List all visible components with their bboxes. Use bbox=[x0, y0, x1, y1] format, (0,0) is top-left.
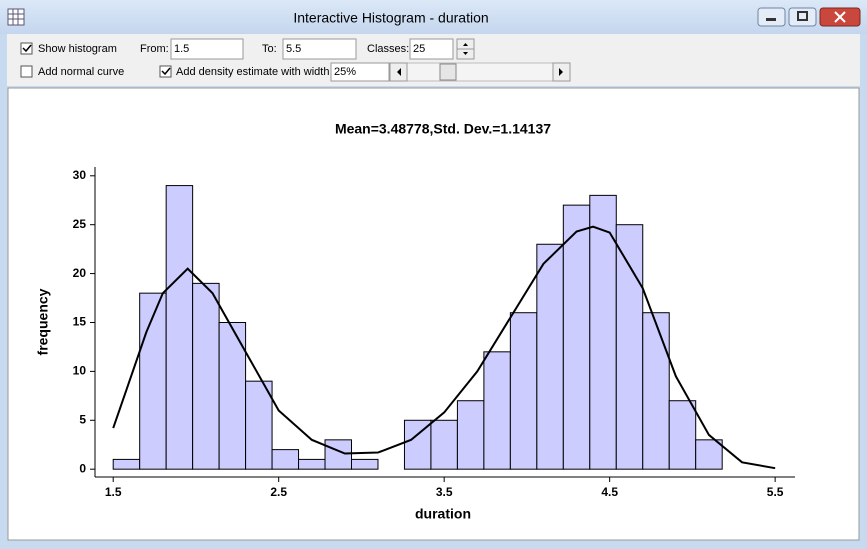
y-tick-label: 30 bbox=[73, 168, 87, 182]
input-value: 25% bbox=[334, 66, 356, 78]
app-icon-grid bbox=[8, 9, 24, 25]
bar bbox=[509, 312, 538, 470]
plot-panel bbox=[7, 87, 860, 541]
bar bbox=[483, 351, 511, 470]
label: From: bbox=[140, 43, 169, 55]
y-tick-label: 15 bbox=[73, 315, 87, 329]
maximize-button[interactable] bbox=[788, 7, 817, 27]
maximize-icon bbox=[797, 11, 808, 21]
bar bbox=[139, 292, 167, 470]
y-tick-label: 10 bbox=[73, 364, 87, 378]
checkbox[interactable] bbox=[20, 42, 33, 55]
chart: Mean=3.48778,Std. Dev.=1.14137 duration … bbox=[35, 121, 795, 522]
y-tick-label: 25 bbox=[73, 217, 87, 231]
controls: Show histogram From: 1.5 To: 5.5 Classes… bbox=[20, 38, 571, 82]
density-curve bbox=[112, 225, 776, 470]
checkmark bbox=[22, 44, 32, 53]
x-tick-label: 3.5 bbox=[436, 485, 453, 499]
checkbox[interactable] bbox=[159, 65, 172, 78]
input[interactable] bbox=[170, 38, 244, 60]
app-icon bbox=[7, 8, 25, 26]
label: Show histogram bbox=[38, 43, 117, 55]
label: Classes: bbox=[367, 43, 409, 55]
input[interactable] bbox=[409, 38, 454, 60]
input-value: 25 bbox=[413, 43, 425, 55]
bar bbox=[456, 400, 485, 470]
checkmark bbox=[161, 67, 171, 76]
bar bbox=[112, 458, 141, 470]
bar bbox=[165, 185, 194, 470]
x-tick-label: 4.5 bbox=[601, 485, 618, 499]
y-tick-label: 20 bbox=[73, 266, 87, 280]
bar bbox=[668, 400, 697, 470]
scrollbar[interactable] bbox=[389, 62, 571, 82]
y-tick-label: 5 bbox=[79, 412, 86, 426]
scroll-thumb[interactable] bbox=[439, 63, 457, 81]
bar bbox=[298, 458, 326, 470]
bar bbox=[536, 243, 564, 470]
spin-arrows bbox=[463, 43, 468, 55]
checkbox[interactable] bbox=[20, 65, 33, 78]
input[interactable] bbox=[330, 62, 390, 82]
input-value: 5.5 bbox=[286, 43, 301, 55]
bar bbox=[271, 449, 300, 470]
title-bar bbox=[0, 0, 867, 34]
minimize-icon bbox=[766, 18, 776, 21]
x-tick-label: 5.5 bbox=[767, 485, 784, 499]
bar bbox=[324, 439, 353, 470]
x-tick-label: 1.5 bbox=[105, 485, 122, 499]
x-axis-label: duration bbox=[415, 506, 471, 522]
bar bbox=[695, 439, 723, 470]
x-tick-label: 2.5 bbox=[270, 485, 287, 499]
minimize-button[interactable] bbox=[757, 7, 786, 27]
bar bbox=[430, 419, 458, 470]
label: Add normal curve bbox=[38, 66, 124, 78]
window-buttons bbox=[757, 7, 861, 27]
label: Add density estimate with width: bbox=[176, 66, 333, 78]
bar bbox=[562, 204, 591, 470]
bar bbox=[351, 458, 379, 470]
bar bbox=[192, 282, 220, 470]
y-axis-label: frequency bbox=[35, 288, 51, 355]
bar bbox=[642, 312, 670, 470]
label: To: bbox=[262, 43, 277, 55]
bar bbox=[615, 224, 644, 470]
window-title: Interactive Histogram - duration bbox=[293, 10, 488, 26]
bar bbox=[403, 419, 432, 470]
chart-title: Mean=3.48778,Std. Dev.=1.14137 bbox=[335, 121, 551, 137]
y-tick-label: 0 bbox=[79, 461, 86, 475]
bar bbox=[589, 194, 617, 470]
input-value: 1.5 bbox=[174, 43, 189, 55]
bar bbox=[245, 380, 273, 470]
input[interactable] bbox=[282, 38, 357, 60]
close-icon bbox=[834, 11, 846, 23]
